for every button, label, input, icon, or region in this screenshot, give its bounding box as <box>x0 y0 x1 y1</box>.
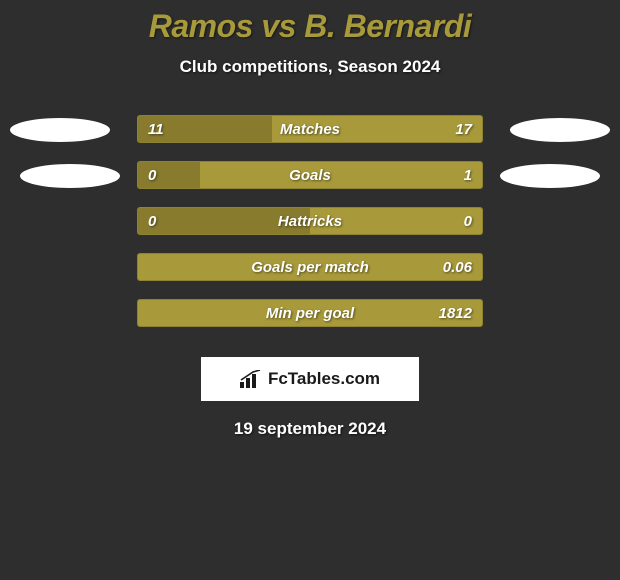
date-text: 19 september 2024 <box>0 419 620 439</box>
stat-value-right: 0 <box>464 207 472 235</box>
stat-label: Goals <box>138 162 482 188</box>
comparison-rows: Matches1117Goals01Hattricks00Goals per m… <box>0 115 620 345</box>
stat-value-right: 17 <box>455 115 472 143</box>
stat-bar: Hattricks <box>137 207 483 235</box>
stat-label: Matches <box>138 116 482 142</box>
stat-value-right: 1812 <box>439 299 472 327</box>
player-badge-left <box>20 164 120 188</box>
stat-label: Min per goal <box>138 300 482 326</box>
stat-bar: Matches <box>137 115 483 143</box>
player-badge-left <box>10 118 110 142</box>
stat-value-right: 1 <box>464 161 472 189</box>
stat-row: Goals0 1 <box>0 161 620 207</box>
stat-bar: Goals <box>137 161 483 189</box>
stat-row: Hattricks0 0 <box>0 207 620 253</box>
brand-text: FcTables.com <box>268 369 380 389</box>
stat-row: Matches11 17 <box>0 115 620 161</box>
stat-bar: Goals per match <box>137 253 483 281</box>
page-title: Ramos vs B. Bernardi <box>0 0 620 45</box>
player-badge-right <box>500 164 600 188</box>
brand-box: FcTables.com <box>201 357 419 401</box>
stat-row: Min per goal1812 <box>0 299 620 345</box>
stat-value-right: 0.06 <box>443 253 472 281</box>
stat-label: Goals per match <box>138 254 482 280</box>
stat-value-left: 11 <box>148 115 164 143</box>
stat-value-left: 0 <box>148 207 156 235</box>
subtitle: Club competitions, Season 2024 <box>0 57 620 77</box>
stat-value-left: 0 <box>148 161 156 189</box>
player-badge-right <box>510 118 610 142</box>
stat-bar: Min per goal <box>137 299 483 327</box>
chart-icon <box>240 370 262 388</box>
stat-label: Hattricks <box>138 208 482 234</box>
stat-row: Goals per match0.06 <box>0 253 620 299</box>
